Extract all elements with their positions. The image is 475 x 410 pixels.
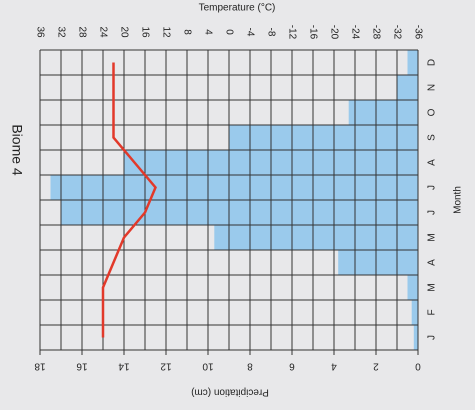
y2-tick-label: 20 [118,26,129,38]
y-tick-label: 8 [247,360,253,371]
bar [61,200,418,225]
y-tick-label: 4 [331,360,337,371]
x-tick-label: M [427,233,438,241]
bar [214,225,418,250]
y2-tick-label: 24 [97,26,108,38]
x-axis-label: Month [453,186,464,214]
y-tick-label: 18 [34,360,46,371]
bar [229,125,418,150]
y-tick-label: 0 [415,360,421,371]
y2-tick-label: -12 [286,25,297,40]
x-tick-label: J [427,185,438,190]
y-tick-label: 2 [373,360,379,371]
y2-tick-label: -4 [244,28,255,37]
y2-tick-label: 12 [160,26,171,38]
bar [348,100,418,125]
bar [50,175,418,200]
y2-tick-label: 36 [34,26,45,38]
y2-axis-label: Temperature (°C) [199,3,276,14]
y2-tick-label: 0 [223,29,234,35]
x-tick-label: M [427,283,438,291]
y-axis-label: Precipitation (cm) [191,386,269,397]
y2-tick-label: -16 [307,25,318,40]
x-tick-label: N [427,84,438,91]
bar [407,275,418,300]
y2-tick-label: 16 [139,26,150,38]
x-tick-label: J [427,210,438,215]
x-tick-label: J [427,335,438,340]
y2-tick-label: -20 [328,25,339,40]
x-tick-label: D [427,59,438,66]
x-tick-label: F [427,309,438,315]
y-tick-label: 14 [118,360,130,371]
bar [411,300,418,325]
y2-tick-label: -32 [391,25,402,40]
y2-tick-label: 28 [76,26,87,38]
bar [397,75,418,100]
x-tick-label: O [427,108,438,116]
y2-tick-label: -28 [370,25,381,40]
chart-title: Biome 4 [9,124,25,176]
x-tick-label: S [427,134,438,141]
y-tick-label: 6 [289,360,295,371]
bar [407,50,418,75]
temperature-line [101,62,157,338]
y2-tick-label: -24 [349,25,360,40]
x-tick-label: A [427,159,438,166]
y-tick-label: 12 [160,360,172,371]
y-tick-label: 10 [202,360,214,371]
y2-tick-label: -8 [265,28,276,37]
y2-tick-label: 8 [181,29,192,35]
x-tick-label: A [427,259,438,266]
y-tick-label: 16 [76,360,88,371]
bar [413,325,418,350]
bar [338,250,418,275]
y2-tick-label: 4 [202,29,213,35]
y2-tick-label: -36 [412,25,423,40]
y2-tick-label: 32 [55,26,66,38]
